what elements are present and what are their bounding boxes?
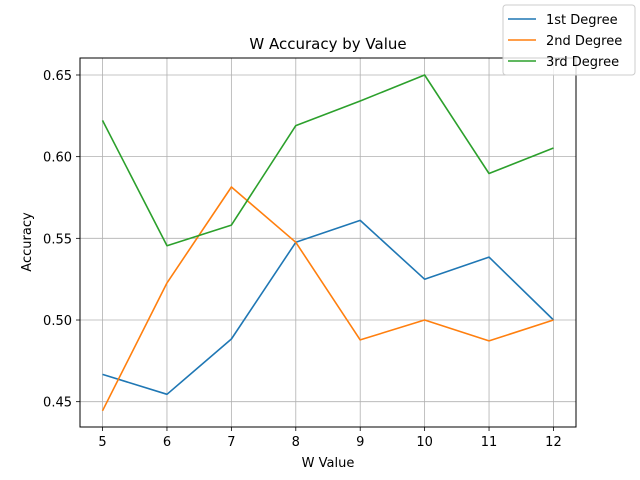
y-tick-label: 0.55 <box>43 232 72 247</box>
y-tick-label: 0.60 <box>43 151 72 166</box>
series-line <box>101 74 554 247</box>
grid-lines <box>80 58 576 427</box>
x-tick-label: 5 <box>98 435 106 450</box>
x-tick-label: 9 <box>356 435 364 450</box>
x-tick-label: 12 <box>545 435 562 450</box>
legend-label: 1st Degree <box>546 13 618 28</box>
series-lines <box>101 74 555 412</box>
plot-area-frame <box>79 57 577 428</box>
y-tick-label: 0.65 <box>43 69 72 84</box>
x-tick-label: 11 <box>481 435 498 450</box>
legend-label: 3rd Degree <box>546 55 619 70</box>
y-tick-label: 0.45 <box>43 396 72 411</box>
x-tick-label: 8 <box>292 435 300 450</box>
y-axis-label: Accuracy <box>20 212 35 272</box>
x-tick-label: 10 <box>416 435 433 450</box>
series-line <box>102 219 555 396</box>
legend: 1st Degree 2nd Degree 3rd Degree <box>502 4 636 76</box>
series-line <box>101 186 554 412</box>
chart-title: W Accuracy by Value <box>249 35 406 53</box>
legend-label: 2nd Degree <box>546 34 622 49</box>
x-tick-label: 6 <box>163 435 171 450</box>
x-axis-label: W Value <box>302 456 355 471</box>
y-tick-label: 0.50 <box>43 314 72 329</box>
axis-ticks: 5 6 7 8 9 10 11 12 0.45 0.50 0.55 0.60 0.65 <box>43 69 562 450</box>
x-tick-label: 7 <box>227 435 235 450</box>
legend-box <box>502 4 636 76</box>
